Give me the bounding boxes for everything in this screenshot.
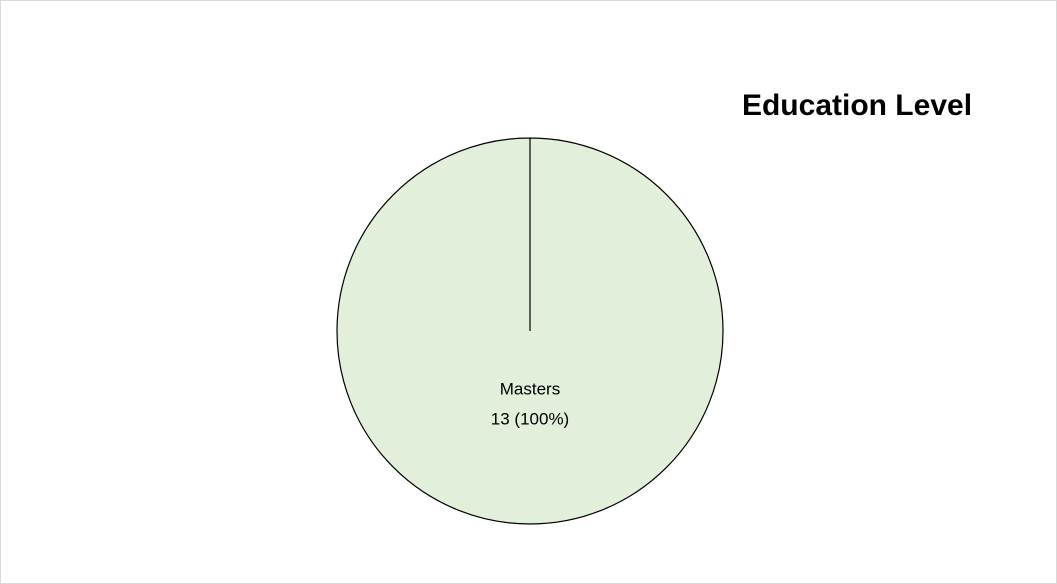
slice-label: Masters — [500, 379, 560, 398]
pie-slice — [336, 137, 724, 525]
slice-value-label: 13 (100%) — [491, 409, 569, 428]
chart-title: Education Level — [742, 89, 972, 122]
